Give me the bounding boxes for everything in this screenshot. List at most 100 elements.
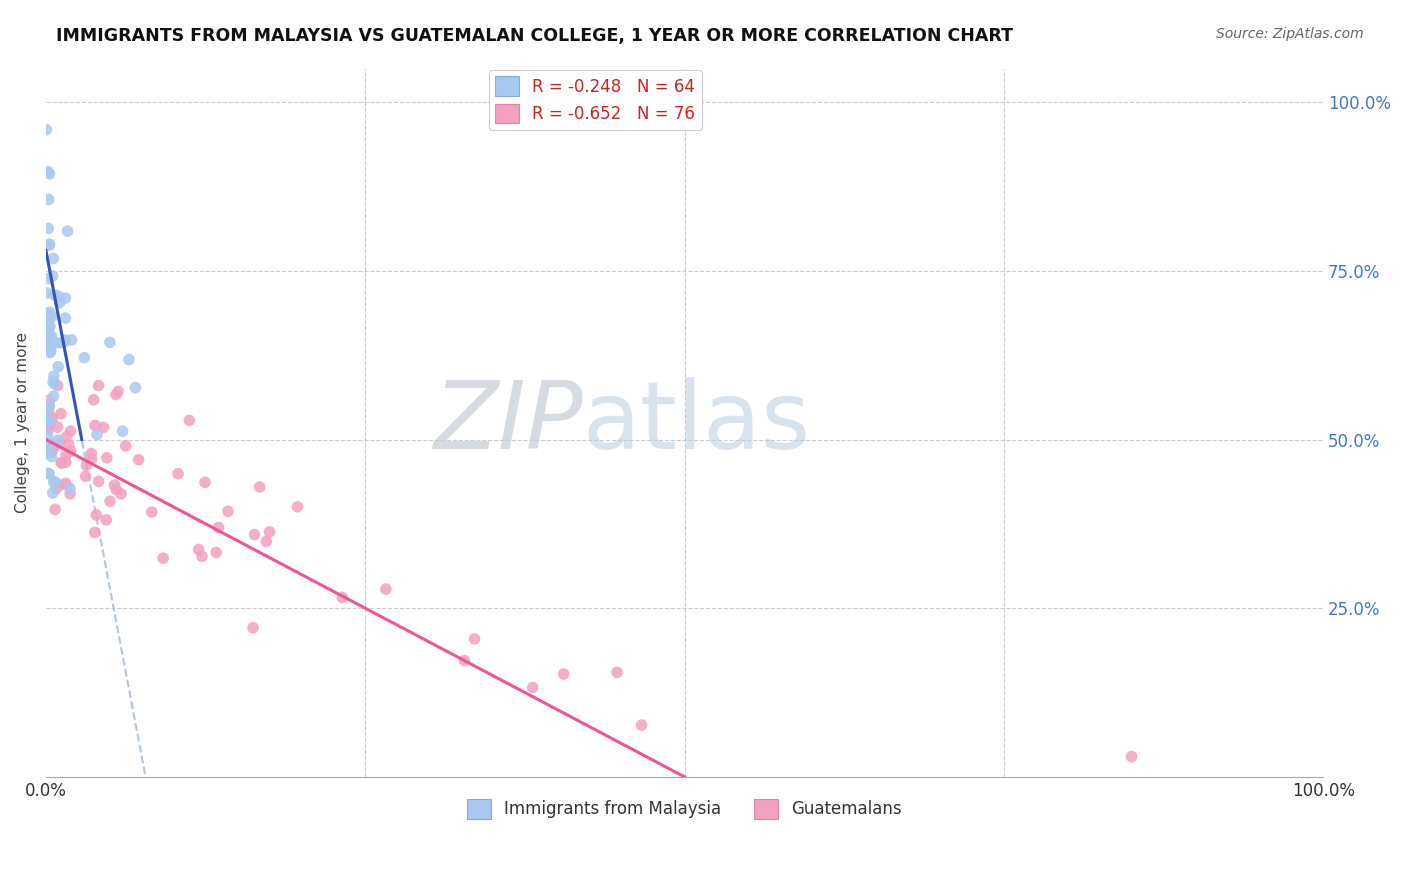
- Point: [56, 224, 79, 238]
- Point: [105, 483, 128, 497]
- Point: [249, 480, 271, 494]
- Point: [205, 545, 228, 559]
- Point: [124, 381, 146, 395]
- Point: [41, 310, 63, 324]
- Point: [80, 452, 103, 467]
- Point: [98, 494, 121, 508]
- Point: [38, 167, 60, 181]
- Point: [38, 308, 60, 322]
- Point: [606, 665, 628, 680]
- Point: [35, 338, 58, 352]
- Point: [107, 384, 129, 399]
- Point: [38, 305, 60, 319]
- Point: [38, 318, 60, 333]
- Point: [38, 401, 60, 415]
- Point: [110, 487, 132, 501]
- Point: [48, 295, 70, 310]
- Point: [42, 389, 65, 403]
- Point: [93, 420, 115, 434]
- Point: [207, 520, 229, 534]
- Point: [242, 621, 264, 635]
- Point: [141, 505, 163, 519]
- Point: [49, 407, 72, 421]
- Point: [55, 291, 77, 305]
- Point: [86, 427, 108, 442]
- Point: [1121, 749, 1143, 764]
- Point: [58, 438, 80, 452]
- Point: [464, 632, 486, 646]
- Point: [37, 334, 59, 348]
- Point: [37, 221, 59, 235]
- Point: [55, 476, 77, 491]
- Point: [374, 582, 396, 596]
- Point: [51, 335, 73, 350]
- Point: [38, 399, 60, 413]
- Point: [39, 345, 62, 359]
- Point: [111, 424, 134, 438]
- Point: [38, 417, 60, 432]
- Point: [83, 392, 105, 407]
- Point: [38, 467, 60, 481]
- Point: [41, 411, 63, 425]
- Point: [59, 444, 82, 458]
- Point: [152, 551, 174, 566]
- Point: [39, 310, 62, 324]
- Point: [98, 335, 121, 350]
- Point: [46, 359, 69, 374]
- Point: [75, 469, 97, 483]
- Point: [59, 482, 82, 496]
- Point: [35, 286, 58, 301]
- Point: [39, 439, 62, 453]
- Point: [630, 718, 652, 732]
- Point: [37, 428, 59, 442]
- Point: [55, 430, 77, 444]
- Point: [41, 444, 63, 458]
- Point: [522, 681, 544, 695]
- Point: [83, 525, 105, 540]
- Point: [44, 475, 66, 490]
- Text: IMMIGRANTS FROM MALAYSIA VS GUATEMALAN COLLEGE, 1 YEAR OR MORE CORRELATION CHART: IMMIGRANTS FROM MALAYSIA VS GUATEMALAN C…: [56, 27, 1014, 45]
- Point: [553, 667, 575, 681]
- Point: [39, 338, 62, 352]
- Point: [187, 542, 209, 557]
- Point: [42, 442, 65, 456]
- Point: [46, 434, 69, 448]
- Point: [96, 450, 118, 465]
- Point: [42, 252, 65, 266]
- Point: [84, 508, 107, 522]
- Point: [118, 352, 141, 367]
- Point: [44, 288, 66, 302]
- Point: [41, 450, 63, 464]
- Point: [35, 404, 58, 418]
- Point: [103, 478, 125, 492]
- Point: [287, 500, 309, 514]
- Point: [45, 335, 67, 350]
- Text: ZIP: ZIP: [433, 377, 582, 468]
- Point: [104, 387, 127, 401]
- Point: [38, 340, 60, 354]
- Point: [44, 376, 66, 391]
- Point: [38, 237, 60, 252]
- Point: [37, 164, 59, 178]
- Point: [46, 289, 69, 303]
- Point: [73, 351, 96, 365]
- Point: [51, 456, 73, 470]
- Point: [38, 319, 60, 334]
- Point: [41, 486, 63, 500]
- Point: [41, 329, 63, 343]
- Point: [39, 444, 62, 458]
- Point: [38, 422, 60, 436]
- Point: [84, 418, 107, 433]
- Point: [179, 413, 201, 427]
- Point: [59, 487, 82, 501]
- Point: [37, 326, 59, 341]
- Point: [53, 333, 76, 347]
- Point: [55, 334, 77, 348]
- Y-axis label: College, 1 year or more: College, 1 year or more: [15, 332, 30, 513]
- Point: [55, 449, 77, 463]
- Point: [453, 653, 475, 667]
- Point: [60, 333, 83, 347]
- Point: [38, 405, 60, 419]
- Point: [42, 438, 65, 452]
- Point: [39, 414, 62, 428]
